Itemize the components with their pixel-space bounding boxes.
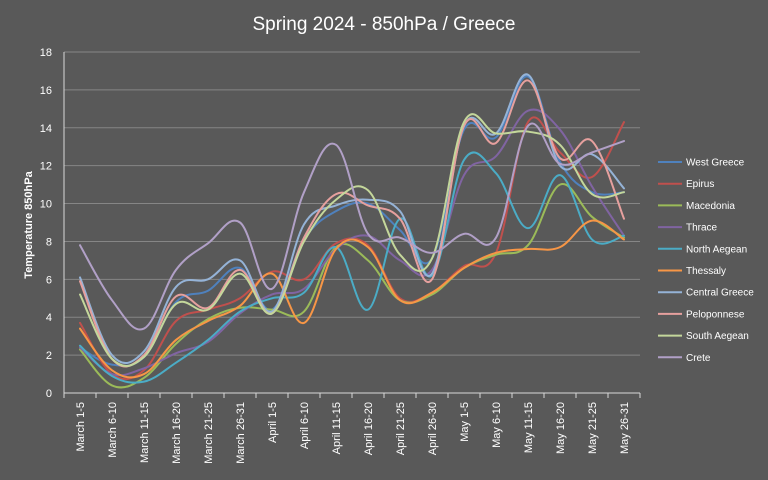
series-line-thessaly <box>79 219 625 379</box>
x-tick-label: May 21-25 <box>587 402 599 454</box>
axes: 0 2 4 6 8 10 12 14 16 18 March 1-5 March 6-10 March … <box>40 47 641 464</box>
x-tick-label: May 16-20 <box>555 402 567 454</box>
series-line-south-aegean <box>79 113 625 367</box>
y-axis-label: Temperature 850hPa <box>23 170 35 278</box>
y-tick-label: 8 <box>46 236 52 248</box>
x-tick-label: May 11-15 <box>523 402 535 453</box>
y-tick-label: 14 <box>40 123 52 135</box>
x-tick-label: March 21-25 <box>203 402 215 464</box>
y-tick-label: 4 <box>46 312 52 324</box>
legend-label: Peloponnese <box>686 309 745 320</box>
y-tick-label: 0 <box>46 388 52 400</box>
x-tick-label: April 11-15 <box>331 402 343 454</box>
x-tick-label: May 1-5 <box>459 402 471 442</box>
x-tick-label: March 6-10 <box>107 402 119 458</box>
legend-label: West Greece <box>686 158 745 169</box>
x-tick-label: April 21-25 <box>395 402 407 455</box>
x-tick-label: April 16-20 <box>363 402 375 455</box>
legend-label: Central Greece <box>686 288 754 299</box>
legend-label: Macedonia <box>686 201 735 212</box>
legend-label: South Aegean <box>686 331 749 342</box>
series-line-thrace <box>79 108 625 377</box>
y-tick-label: 12 <box>40 161 52 173</box>
x-tick-label: May 26-31 <box>619 402 631 454</box>
x-tick-label: March 16-20 <box>171 402 183 464</box>
x-tick-label: April 6-10 <box>299 402 311 449</box>
y-tick-label: 16 <box>40 85 52 97</box>
y-tick-label: 18 <box>40 47 52 59</box>
legend-label: Crete <box>686 353 711 364</box>
legend-label: Thessaly <box>686 266 726 277</box>
series-line-macedonia <box>79 183 625 389</box>
x-tick-label: May 6-10 <box>491 402 503 448</box>
series-line-peloponnese <box>79 79 625 368</box>
series-lines <box>79 73 625 389</box>
y-tick-label: 10 <box>40 199 52 211</box>
x-tick-label: March 11-15 <box>139 402 151 463</box>
x-tick-label: March 1-5 <box>75 402 87 452</box>
legend-label: North Aegean <box>686 244 747 255</box>
series-line-central-greece <box>79 73 625 364</box>
legend-label: Thrace <box>686 223 718 234</box>
x-tick-label: April 1-5 <box>267 402 279 443</box>
x-tick-label: March 26-31 <box>235 402 247 464</box>
x-tick-label: April 26-30 <box>427 402 439 455</box>
series-line-crete <box>79 122 625 331</box>
legend-label: Epirus <box>686 179 714 190</box>
y-tick-label: 2 <box>46 350 52 362</box>
legend: West Greece Epirus Macedonia Thrace North Ae… <box>658 158 754 364</box>
series-line-epirus <box>79 116 625 381</box>
y-tick-label: 6 <box>46 274 52 286</box>
chart-title: Spring 2024 - 850hPa / Greece <box>252 14 515 35</box>
series-line-north-aegean <box>79 151 625 384</box>
